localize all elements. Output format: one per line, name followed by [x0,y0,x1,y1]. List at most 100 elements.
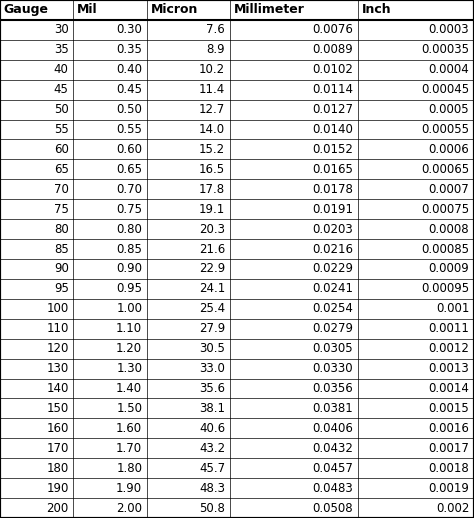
Text: 65: 65 [54,163,69,176]
Text: 0.0076: 0.0076 [312,23,353,36]
Text: 0.0191: 0.0191 [312,203,353,215]
Text: 0.55: 0.55 [116,123,142,136]
Text: Inch: Inch [362,4,391,17]
Text: 0.0019: 0.0019 [428,482,469,495]
Text: 0.0457: 0.0457 [312,462,353,474]
Text: 85: 85 [54,242,69,255]
Text: 1.20: 1.20 [116,342,142,355]
Text: 0.0012: 0.0012 [428,342,469,355]
Text: 0.35: 0.35 [116,44,142,56]
Text: 50: 50 [54,103,69,116]
Text: 1.70: 1.70 [116,442,142,455]
Text: 50.8: 50.8 [199,501,225,514]
Text: 0.0229: 0.0229 [312,263,353,276]
Text: 1.40: 1.40 [116,382,142,395]
Text: 35.6: 35.6 [199,382,225,395]
Text: 0.0241: 0.0241 [312,282,353,295]
Text: 0.0089: 0.0089 [312,44,353,56]
Text: 15.2: 15.2 [199,143,225,156]
Text: Gauge: Gauge [4,4,49,17]
Text: 100: 100 [46,303,69,315]
Text: 1.10: 1.10 [116,322,142,335]
Text: 110: 110 [46,322,69,335]
Text: 0.60: 0.60 [116,143,142,156]
Text: 25.4: 25.4 [199,303,225,315]
Text: 0.0406: 0.0406 [312,422,353,435]
Text: 0.0203: 0.0203 [312,223,353,236]
Text: 0.00045: 0.00045 [421,83,469,96]
Text: 95: 95 [54,282,69,295]
Text: 1.90: 1.90 [116,482,142,495]
Text: 190: 190 [46,482,69,495]
Text: 33.0: 33.0 [199,362,225,375]
Text: 0.0008: 0.0008 [428,223,469,236]
Text: 180: 180 [46,462,69,474]
Text: 0.90: 0.90 [116,263,142,276]
Text: 0.75: 0.75 [116,203,142,215]
Text: 21.6: 21.6 [199,242,225,255]
Text: 11.4: 11.4 [199,83,225,96]
Text: Millimeter: Millimeter [234,4,305,17]
Text: 0.0004: 0.0004 [428,63,469,76]
Text: 0.30: 0.30 [116,23,142,36]
Text: 0.0165: 0.0165 [312,163,353,176]
Text: 27.9: 27.9 [199,322,225,335]
Text: 0.0254: 0.0254 [312,303,353,315]
Text: 45.7: 45.7 [199,462,225,474]
Text: 1.30: 1.30 [116,362,142,375]
Text: 0.80: 0.80 [116,223,142,236]
Text: 0.00085: 0.00085 [421,242,469,255]
Text: 200: 200 [46,501,69,514]
Text: 40.6: 40.6 [199,422,225,435]
Text: 16.5: 16.5 [199,163,225,176]
Text: Micron: Micron [151,4,198,17]
Text: 24.1: 24.1 [199,282,225,295]
Text: 0.95: 0.95 [116,282,142,295]
Text: 35: 35 [54,44,69,56]
Text: 0.0013: 0.0013 [428,362,469,375]
Text: 30: 30 [54,23,69,36]
Text: 0.0005: 0.0005 [428,103,469,116]
Text: 0.0483: 0.0483 [312,482,353,495]
Text: 0.45: 0.45 [116,83,142,96]
Text: 0.0330: 0.0330 [312,362,353,375]
Text: 90: 90 [54,263,69,276]
Text: 43.2: 43.2 [199,442,225,455]
Text: 1.80: 1.80 [116,462,142,474]
Text: 0.50: 0.50 [116,103,142,116]
Text: 0.0003: 0.0003 [428,23,469,36]
Text: 0.001: 0.001 [436,303,469,315]
Text: 7.6: 7.6 [206,23,225,36]
Text: 0.00095: 0.00095 [421,282,469,295]
Text: 0.85: 0.85 [116,242,142,255]
Text: 0.00055: 0.00055 [421,123,469,136]
Text: 0.0279: 0.0279 [312,322,353,335]
Text: 8.9: 8.9 [207,44,225,56]
Text: 48.3: 48.3 [199,482,225,495]
Text: 120: 120 [46,342,69,355]
Text: 0.00075: 0.00075 [421,203,469,215]
Text: 30.5: 30.5 [199,342,225,355]
Text: 0.0432: 0.0432 [312,442,353,455]
Text: 0.0007: 0.0007 [428,183,469,196]
Text: 1.50: 1.50 [116,402,142,415]
Text: 40: 40 [54,63,69,76]
Text: 0.0006: 0.0006 [428,143,469,156]
Text: 80: 80 [54,223,69,236]
Text: 0.0140: 0.0140 [312,123,353,136]
Text: 0.0016: 0.0016 [428,422,469,435]
Text: 0.0305: 0.0305 [312,342,353,355]
Text: 160: 160 [46,422,69,435]
Text: 0.0009: 0.0009 [428,263,469,276]
Text: 22.9: 22.9 [199,263,225,276]
Text: 0.0102: 0.0102 [312,63,353,76]
Text: 0.002: 0.002 [436,501,469,514]
Text: 19.1: 19.1 [199,203,225,215]
Text: 130: 130 [46,362,69,375]
Text: 1.60: 1.60 [116,422,142,435]
Text: 14.0: 14.0 [199,123,225,136]
Text: 0.0114: 0.0114 [312,83,353,96]
Text: 38.1: 38.1 [199,402,225,415]
Text: 0.40: 0.40 [116,63,142,76]
Text: 10.2: 10.2 [199,63,225,76]
